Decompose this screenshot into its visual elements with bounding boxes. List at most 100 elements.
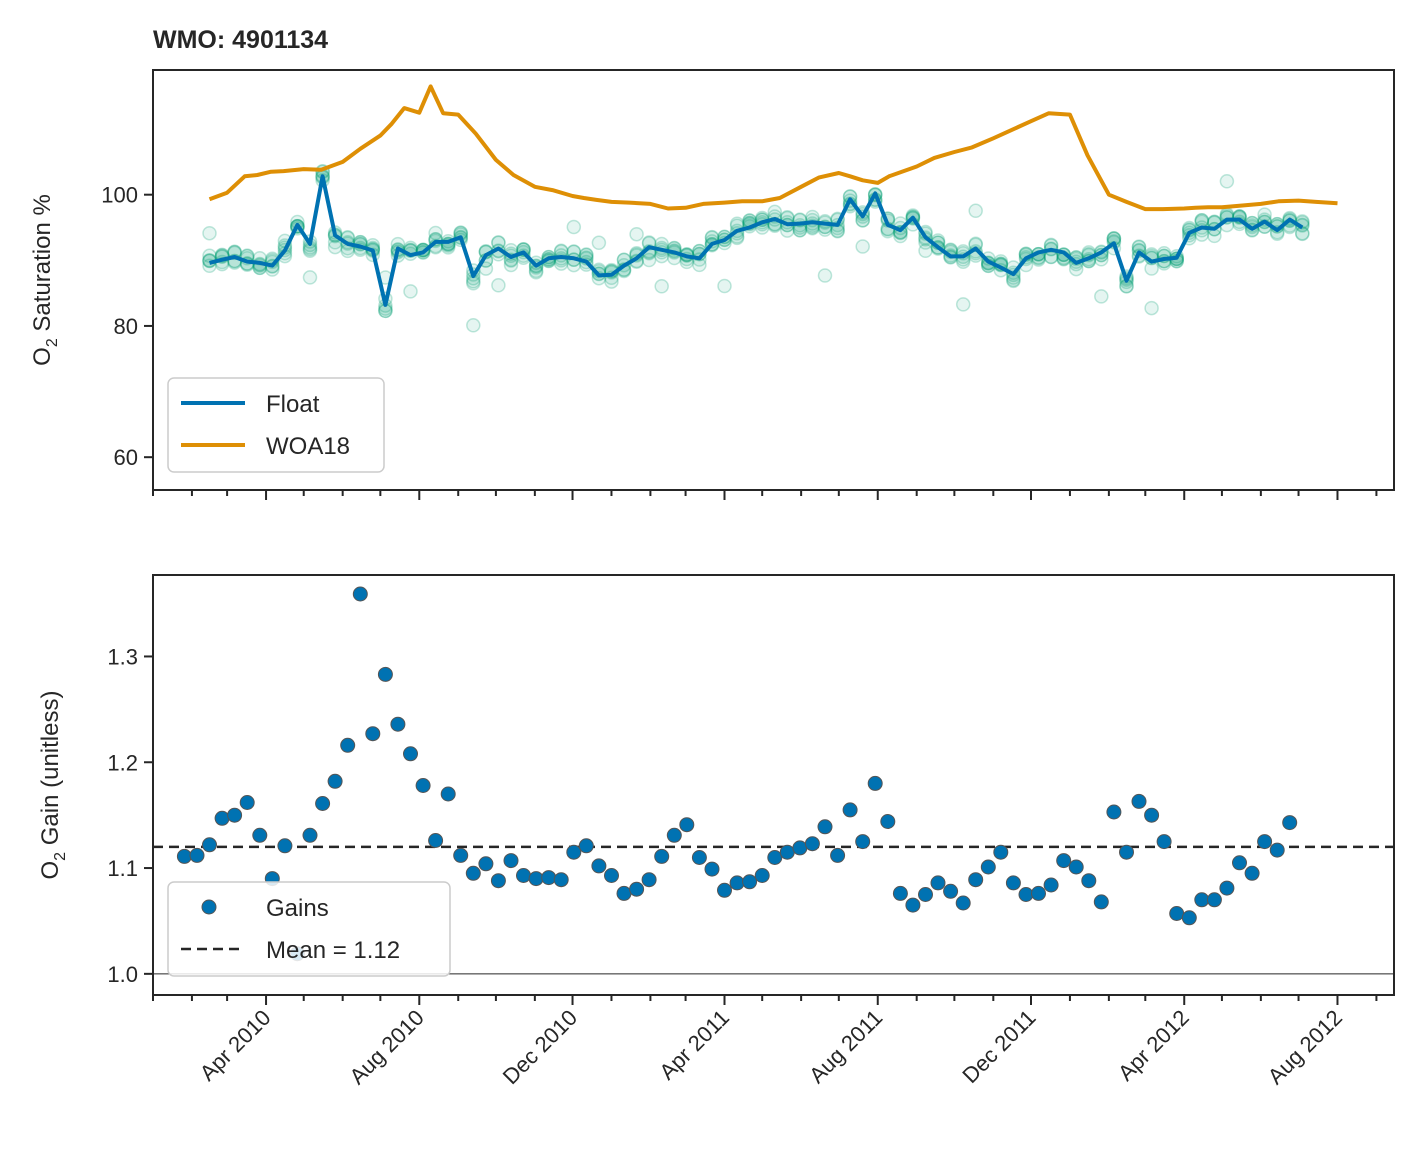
gain-point [930,875,946,891]
gain-point [1093,894,1109,910]
gain-point [591,858,607,874]
float-raw-point [503,257,519,273]
x-tick-label: Aug 2012 [1263,1005,1347,1089]
top-y-ticks: 60 80 100 [101,183,153,470]
gain-point [1056,853,1072,869]
gain-point [302,827,318,843]
gain-point [1244,865,1260,881]
legend-float-label: Float [266,391,320,418]
gain-point [767,850,783,865]
gain-point [867,775,883,791]
float-raw-point [302,270,318,285]
gain-point [1031,885,1046,901]
gain-point [1282,815,1298,831]
x-tick-label: Apr 2011 [654,1005,734,1085]
y-tick-label: 80 [114,314,138,339]
gain-point [553,872,569,888]
gain-point [855,834,871,850]
gain-point [993,844,1009,860]
float-raw-point [654,279,669,294]
gain-point [779,844,795,860]
float-raw-point [817,268,833,283]
gain-point [403,746,418,762]
gain-point [365,726,381,742]
gain-point [691,850,707,865]
gain-point [1194,892,1210,908]
gain-point [679,817,695,833]
gain-point [842,802,858,818]
gain-point [1206,892,1222,908]
bottom-axes-frame [152,574,1395,996]
gain-point [490,873,506,889]
gain-point [277,838,293,854]
bottom-x-ticks: Apr 2010 Aug 2010 Dec 2010 Apr 2011 Aug 2011… [152,995,1378,1089]
gain-point [541,870,557,886]
gain-point [465,865,481,881]
float-raw-point [1269,226,1285,241]
gain-point [742,874,758,890]
float-raw-point [1194,213,1210,228]
gain-point [1131,793,1147,809]
gain-point [327,773,343,789]
gain-point [955,895,971,911]
gain-point [666,827,682,843]
float-raw-point [717,278,732,294]
gain-point [804,836,820,852]
y-tick-label: 1.0 [107,962,138,987]
gain-point [817,819,833,835]
gain-point [629,881,645,897]
y-tick-label: 1.1 [107,856,138,881]
gain-point [390,716,406,732]
gain-point [641,872,657,888]
x-tick-label: Aug 2010 [345,1005,429,1089]
bottom-legend-box [167,881,451,977]
gain-point [478,856,494,872]
gain-point [440,786,456,802]
gain-point [1106,804,1122,820]
legend-woa18-label: WOA18 [266,433,350,460]
x-tick-label: Dec 2011 [957,1005,1040,1088]
float-raw-point [641,252,657,268]
gain-point [503,853,519,869]
float-raw-point [1207,228,1222,244]
gain-point [754,868,770,883]
gain-point [176,848,192,864]
gain-point [214,810,230,826]
gain-point [892,885,908,901]
x-tick-label: Aug 2011 [804,1005,887,1088]
float-raw-point [1006,273,1021,289]
gain-point [1144,807,1160,823]
gain-point [604,868,619,883]
gain-point [1269,842,1285,858]
bottom-y-axis-label: O2 Gain (unitless) [37,691,69,880]
gain-point [905,897,921,913]
gain-point [239,795,255,810]
gain-point [704,861,720,877]
float-raw-point [202,225,217,241]
y-tick-label: 60 [114,445,138,470]
gain-point [792,840,808,856]
bottom-panel: 1.01.11.21.3 Apr 2010 Aug 2010 Dec 2010 Apr… [37,574,1395,1089]
gain-point [415,778,431,793]
gain-point [830,847,846,863]
gain-point [516,868,531,883]
gain-point [428,833,444,848]
gain-point [616,885,632,901]
gain-point [578,838,594,854]
float-raw-point [491,278,506,293]
gain-point [980,859,996,875]
chart-title: WMO: 4901134 [153,26,328,54]
float-raw-point [403,284,418,299]
float-raw-point [968,203,983,219]
y-tick-label: 1.2 [107,750,138,775]
top-panel: 60 80 100 O2 Saturation % Float WOA18 [29,69,1395,500]
float-raw-point [566,219,582,235]
gain-point [1257,834,1273,850]
float-raw-point [327,239,343,255]
y-tick-label: 100 [101,183,138,208]
float-raw-point [1144,300,1159,316]
float-series-line [209,174,1304,307]
gain-point [1219,880,1235,896]
gain-point [352,586,368,602]
